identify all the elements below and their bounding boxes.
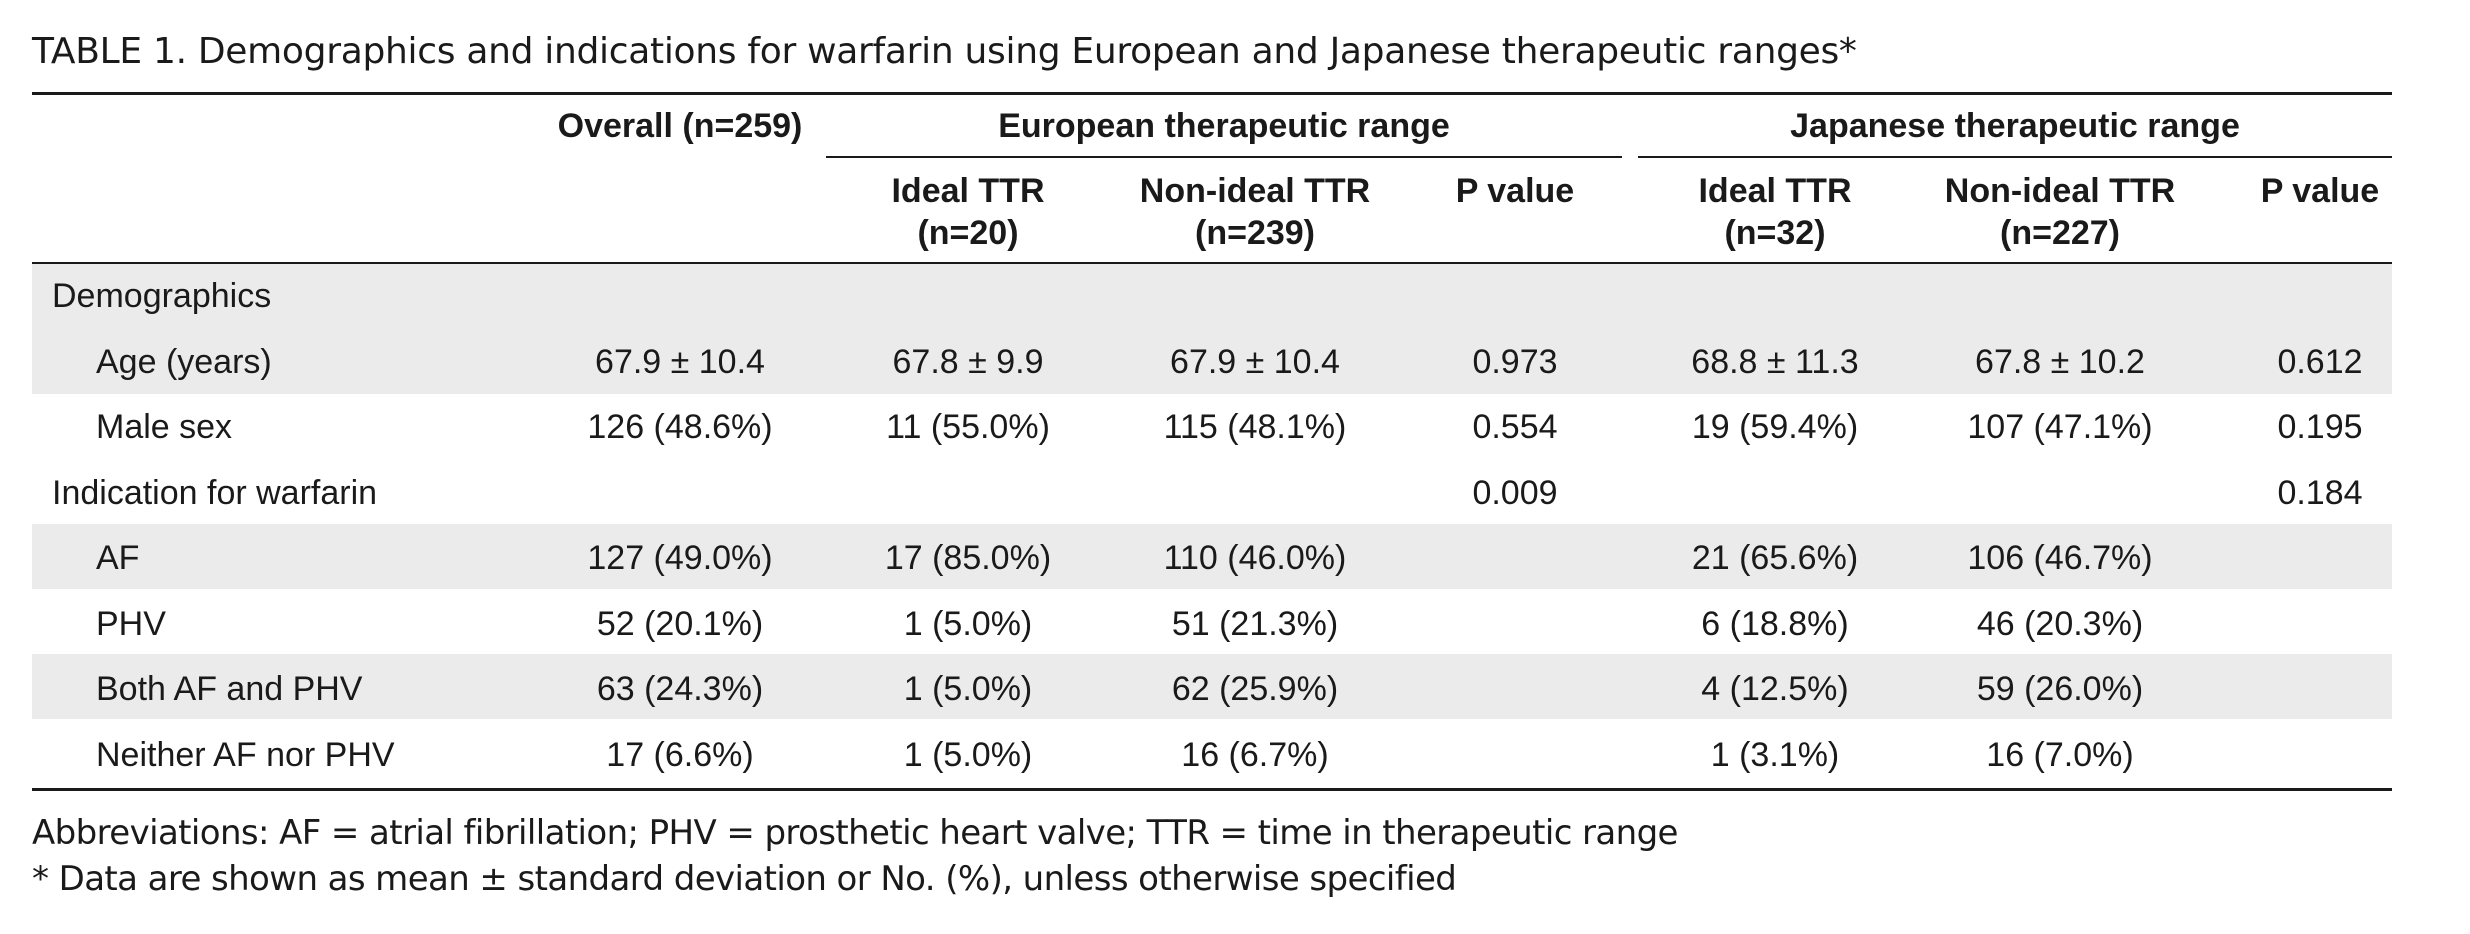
table-cell: 1 (3.1%)	[1710, 736, 1840, 774]
row-band-both	[32, 654, 2392, 719]
table-cell	[848, 264, 1088, 329]
header-eu-nonideal-line2: (n=239)	[1195, 214, 1315, 252]
table-cell: 0.973	[1472, 343, 1558, 381]
table-cell	[1915, 264, 2205, 329]
table-cell	[2230, 723, 2410, 788]
header-jp-ideal: Ideal TTR (n=32)	[1655, 170, 1895, 254]
table-cell: 11 (55.0%)	[886, 408, 1050, 446]
row-band-af	[32, 524, 2392, 589]
table-cell	[848, 461, 1088, 526]
table-cell: 67.9 ± 10.4	[595, 343, 765, 381]
table-cell: 16 (6.7%)	[1181, 736, 1329, 774]
row-label: Demographics	[52, 277, 272, 315]
bottom-rule	[32, 788, 2392, 791]
table-cell: 0.009	[1472, 474, 1558, 512]
table-cell: 19 (59.4%)	[1691, 408, 1859, 446]
header-eu-ideal-line2: (n=20)	[917, 214, 1019, 252]
header-european-range: European therapeutic range	[998, 107, 1450, 145]
top-rule	[32, 92, 2392, 95]
data-footnote: * Data are shown as mean ± standard devi…	[32, 859, 1457, 899]
header-eu-pvalue: P value	[1455, 172, 1575, 210]
table-cell	[2230, 526, 2410, 591]
table-cell	[2230, 592, 2410, 657]
table-cell: 16 (7.0%)	[1986, 736, 2134, 774]
header-japanese-range: Japanese therapeutic range	[1790, 107, 2240, 145]
table-cell: 59 (26.0%)	[1976, 670, 2144, 708]
header-overall: Overall (n=259)	[557, 107, 803, 145]
table-cell	[1425, 592, 1605, 657]
table-cell: 0.612	[2277, 343, 2363, 381]
header-jp-ideal-line2: (n=32)	[1724, 214, 1826, 252]
table-cell: 127 (49.0%)	[587, 539, 773, 577]
table-cell: 106 (46.7%)	[1967, 539, 2153, 577]
european-group-rule	[826, 156, 1622, 158]
japanese-group-rule	[1638, 156, 2392, 158]
header-eu-nonideal-line1: Non-ideal TTR	[1139, 172, 1371, 210]
table-cell: 1 (5.0%)	[903, 736, 1033, 774]
row-label: Neither AF nor PHV	[96, 736, 395, 774]
table-title: TABLE 1. Demographics and indications fo…	[32, 28, 1857, 76]
header-eu-ideal: Ideal TTR (n=20)	[848, 170, 1088, 254]
table-cell	[1655, 461, 1895, 526]
header-eu-ideal-line1: Ideal TTR	[891, 172, 1045, 210]
row-label: PHV	[96, 605, 166, 643]
header-eu-nonideal: Non-ideal TTR (n=239)	[1110, 170, 1400, 254]
table-cell	[1425, 264, 1605, 329]
row-label: Male sex	[96, 408, 233, 446]
row-label: Both AF and PHV	[96, 670, 363, 708]
table-cell: 0.184	[2277, 474, 2363, 512]
table-cell: 67.8 ± 9.9	[892, 343, 1044, 381]
header-jp-nonideal: Non-ideal TTR (n=227)	[1915, 170, 2205, 254]
table-cell: 17 (85.0%)	[884, 539, 1052, 577]
header-jp-ideal-line1: Ideal TTR	[1698, 172, 1852, 210]
table-cell	[520, 461, 840, 526]
table-cell: 52 (20.1%)	[596, 605, 764, 643]
table-cell	[2230, 264, 2410, 329]
table-cell	[2230, 657, 2410, 722]
table-cell	[1425, 526, 1605, 591]
table-cell: 1 (5.0%)	[903, 670, 1033, 708]
table-cell	[1655, 264, 1895, 329]
row-label: AF	[96, 539, 140, 577]
row-label: Indication for warfarin	[52, 474, 378, 512]
table-cell: 67.8 ± 10.2	[1975, 343, 2145, 381]
table-number: TABLE 1.	[32, 31, 187, 72]
table-cell	[1425, 657, 1605, 722]
table-cell: 51 (21.3%)	[1171, 605, 1339, 643]
table-cell: 0.195	[2277, 408, 2363, 446]
header-rule	[32, 262, 2392, 264]
row-band-age	[32, 329, 2392, 394]
table-cell	[1915, 461, 2205, 526]
table-cell: 63 (24.3%)	[596, 670, 764, 708]
header-jp-pvalue: P value	[2260, 172, 2380, 210]
table-cell: 4 (12.5%)	[1701, 670, 1849, 708]
abbreviations-footnote: Abbreviations: AF = atrial fibrillation;…	[32, 813, 1678, 853]
table-cell: 6 (18.8%)	[1701, 605, 1849, 643]
table-cell	[1110, 264, 1400, 329]
table-cell: 21 (65.6%)	[1691, 539, 1859, 577]
table-cell: 126 (48.6%)	[587, 408, 773, 446]
table-cell: 110 (46.0%)	[1163, 539, 1347, 577]
header-jp-nonideal-line1: Non-ideal TTR	[1944, 172, 2176, 210]
table-cell: 115 (48.1%)	[1163, 408, 1347, 446]
table-cell: 62 (25.9%)	[1171, 670, 1339, 708]
table-cell: 107 (47.1%)	[1967, 408, 2153, 446]
table-caption: Demographics and indications for warfari…	[197, 31, 1857, 72]
table-cell	[1425, 723, 1605, 788]
table-cell: 1 (5.0%)	[903, 605, 1033, 643]
table-cell	[520, 264, 840, 329]
table-cell	[1110, 461, 1400, 526]
table-cell: 67.9 ± 10.4	[1170, 343, 1340, 381]
header-jp-nonideal-line2: (n=227)	[2000, 214, 2120, 252]
table-cell: 0.554	[1472, 408, 1558, 446]
table-cell: 68.8 ± 11.3	[1691, 343, 1859, 381]
table-cell: 46 (20.3%)	[1976, 605, 2144, 643]
table-cell: 17 (6.6%)	[606, 736, 754, 774]
row-band-demographics	[32, 264, 2392, 329]
row-label: Age (years)	[96, 343, 272, 381]
